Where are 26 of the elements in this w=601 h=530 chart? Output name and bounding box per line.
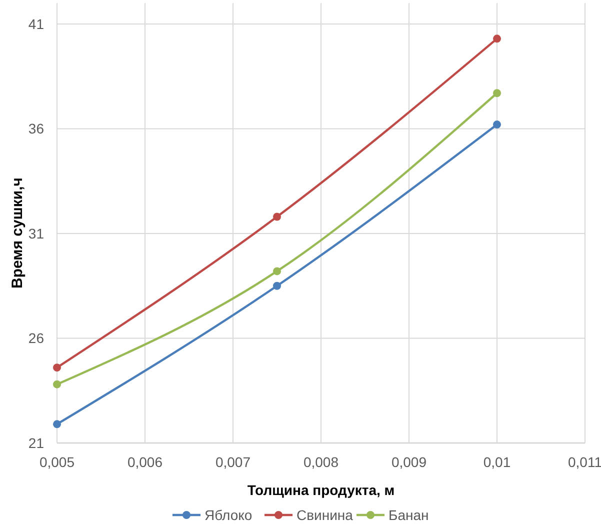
point	[53, 380, 61, 388]
point	[493, 89, 501, 98]
x-tick-label: 0,006	[127, 454, 163, 470]
y-tick-label: 26	[28, 330, 44, 346]
legend-label: Свинина	[296, 506, 354, 523]
x-axis-title: Толщина продукта, м	[247, 482, 395, 498]
point	[493, 34, 501, 43]
point	[53, 364, 61, 372]
point	[273, 212, 281, 221]
x-tick-label: 0,007	[215, 454, 251, 470]
y-tick-label: 41	[28, 16, 44, 32]
legend-label: Банан	[388, 506, 429, 523]
x-tick-label: 0,008	[303, 454, 339, 470]
point	[273, 282, 281, 290]
x-tick-label: 0,005	[39, 454, 75, 470]
x-tick-label: 0,009	[391, 454, 427, 470]
point	[53, 420, 61, 428]
y-tick-label: 31	[28, 225, 44, 242]
y-tick-label: 36	[28, 120, 44, 137]
point	[273, 267, 281, 276]
x-tick-label: 0,011	[568, 454, 601, 470]
y-axis-title: Время сушки,ч	[9, 178, 26, 288]
legend-label: Яблоко	[204, 506, 252, 523]
x-tick-label: 0,01	[483, 454, 511, 470]
y-tick-label: 21	[28, 434, 44, 451]
point	[493, 120, 501, 129]
